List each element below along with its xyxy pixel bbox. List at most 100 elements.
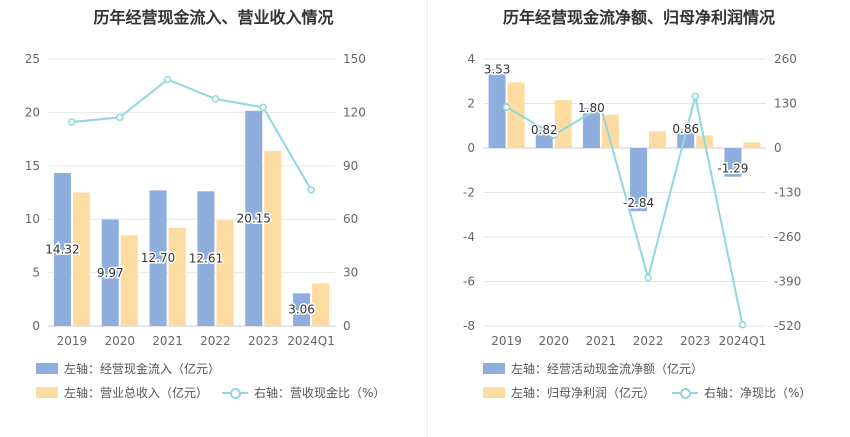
data-label: 12.70	[141, 251, 175, 265]
series-line	[506, 96, 744, 325]
left-axis-tick-label: -4	[463, 230, 475, 244]
line-point	[691, 92, 699, 101]
right-axis-tick-label: -130	[774, 186, 801, 200]
line-point	[259, 103, 267, 112]
legend-label: 左轴：营业总收入（亿元）	[64, 386, 209, 400]
legend-swatch-line	[222, 387, 248, 399]
left-axis-tick-label: 25	[25, 52, 40, 66]
right-axis-tick-label: -520	[774, 319, 801, 333]
data-label: -2.84	[623, 196, 654, 210]
bar	[120, 235, 138, 326]
data-label: 0.82	[531, 123, 558, 137]
line-point	[502, 103, 511, 111]
left-axis-tick-label: -2	[463, 186, 475, 200]
data-label: 3.06	[288, 303, 315, 317]
legend-label: 左轴：归母净利润（亿元）	[511, 386, 656, 400]
left-axis-tick-label: 15	[25, 159, 40, 173]
x-axis-tick-label: 2022	[200, 334, 231, 348]
line-point	[163, 75, 172, 84]
data-label: 1.80	[578, 101, 605, 115]
bar	[724, 148, 742, 177]
x-axis-tick-label: 2022	[633, 334, 664, 348]
bar	[488, 69, 506, 148]
x-axis-tick-label: 2023	[680, 334, 711, 348]
line-point	[738, 320, 747, 329]
bar	[312, 283, 330, 326]
legend-item-net-cash-ratio[interactable]: 右轴：净现比（%）	[672, 384, 811, 401]
data-label: 12.61	[189, 252, 223, 266]
panel-divider	[427, 0, 428, 437]
line-point	[211, 95, 220, 103]
line-point	[597, 103, 605, 111]
chart-title-right: 历年经营现金流净额、归母净利润情况	[502, 8, 775, 27]
left-axis-tick-label: 0	[467, 141, 475, 155]
right-axis-tick-label: 0	[774, 141, 782, 155]
left-axis-tick-label: 2	[467, 97, 475, 111]
bar	[582, 107, 600, 148]
bar	[743, 142, 761, 148]
x-axis-tick-label: 2020	[538, 334, 569, 348]
bar	[264, 150, 282, 326]
bar	[168, 227, 186, 326]
legend-swatch-line	[672, 387, 698, 399]
legend-swatch-bar1	[483, 363, 505, 374]
right-axis-tick-label: 150	[343, 52, 366, 66]
left-axis-tick-label: 0	[32, 319, 40, 333]
x-axis-tick-label: 2024Q1	[719, 334, 767, 348]
right-axis-tick-label: -390	[774, 275, 801, 289]
bar	[53, 173, 71, 326]
data-label: 20.15	[237, 211, 271, 225]
legend-swatch-bar2	[36, 387, 58, 398]
legend-item-net-profit[interactable]: 左轴：归母净利润（亿元）	[483, 384, 655, 401]
bar	[216, 220, 234, 326]
legend-item-cash-inflow[interactable]: 左轴：经营现金流入（亿元）	[36, 360, 220, 377]
legend-item-net-cash-flow[interactable]: 左轴：经营活动现金流净额（亿元）	[483, 360, 703, 377]
bar	[630, 148, 648, 212]
line-point	[550, 131, 558, 139]
right-axis-tick-label: -260	[774, 230, 801, 244]
legend-label: 右轴：营收现金比（%）	[254, 386, 386, 400]
bar	[149, 190, 167, 326]
bar	[293, 293, 311, 326]
bar	[507, 82, 525, 148]
x-axis-tick-label: 2020	[104, 334, 135, 348]
legend-label: 左轴：经营现金流入（亿元）	[64, 362, 221, 376]
x-axis-tick-label: 2024Q1	[287, 334, 335, 348]
left-axis-tick-label: 5	[32, 266, 40, 280]
data-label: 14.32	[45, 243, 79, 257]
bar	[677, 128, 695, 148]
line-point	[644, 273, 652, 282]
bar	[197, 191, 215, 326]
chart-title-left: 历年经营现金流入、营业收入情况	[93, 8, 334, 27]
bar	[245, 110, 263, 326]
bar	[649, 131, 667, 148]
legend-label: 左轴：经营活动现金流净额（亿元）	[511, 362, 704, 376]
x-axis-tick-label: 2023	[248, 334, 279, 348]
legend-item-revenue[interactable]: 左轴：营业总收入（亿元）	[36, 384, 208, 401]
right-axis-tick-label: 30	[343, 266, 358, 280]
legend-label: 右轴：净现比（%）	[704, 386, 812, 400]
left-axis-tick-label: -6	[463, 275, 475, 289]
bar	[554, 100, 572, 148]
line-point	[307, 186, 315, 194]
data-label: 3.53	[484, 62, 511, 76]
right-axis-tick-label: 120	[343, 105, 366, 119]
legend-swatch-bar1	[36, 363, 58, 374]
line-point	[116, 113, 124, 122]
legend-item-revenue-cash-ratio[interactable]: 右轴：营收现金比（%）	[222, 384, 385, 401]
legend-swatch-bar2	[483, 387, 505, 398]
left-axis-tick-label: -8	[463, 319, 475, 333]
line-point	[68, 118, 76, 126]
right-axis-tick-label: 260	[774, 52, 797, 66]
x-axis-tick-label: 2021	[152, 334, 183, 348]
data-label: 0.86	[672, 122, 699, 136]
right-axis-tick-label: 0	[343, 319, 351, 333]
data-label: -1.29	[717, 162, 748, 176]
left-axis-tick-label: 4	[467, 52, 475, 66]
left-axis-tick-label: 10	[25, 212, 40, 226]
x-axis-tick-label: 2021	[586, 334, 617, 348]
bar	[72, 192, 90, 326]
bar	[535, 129, 553, 148]
